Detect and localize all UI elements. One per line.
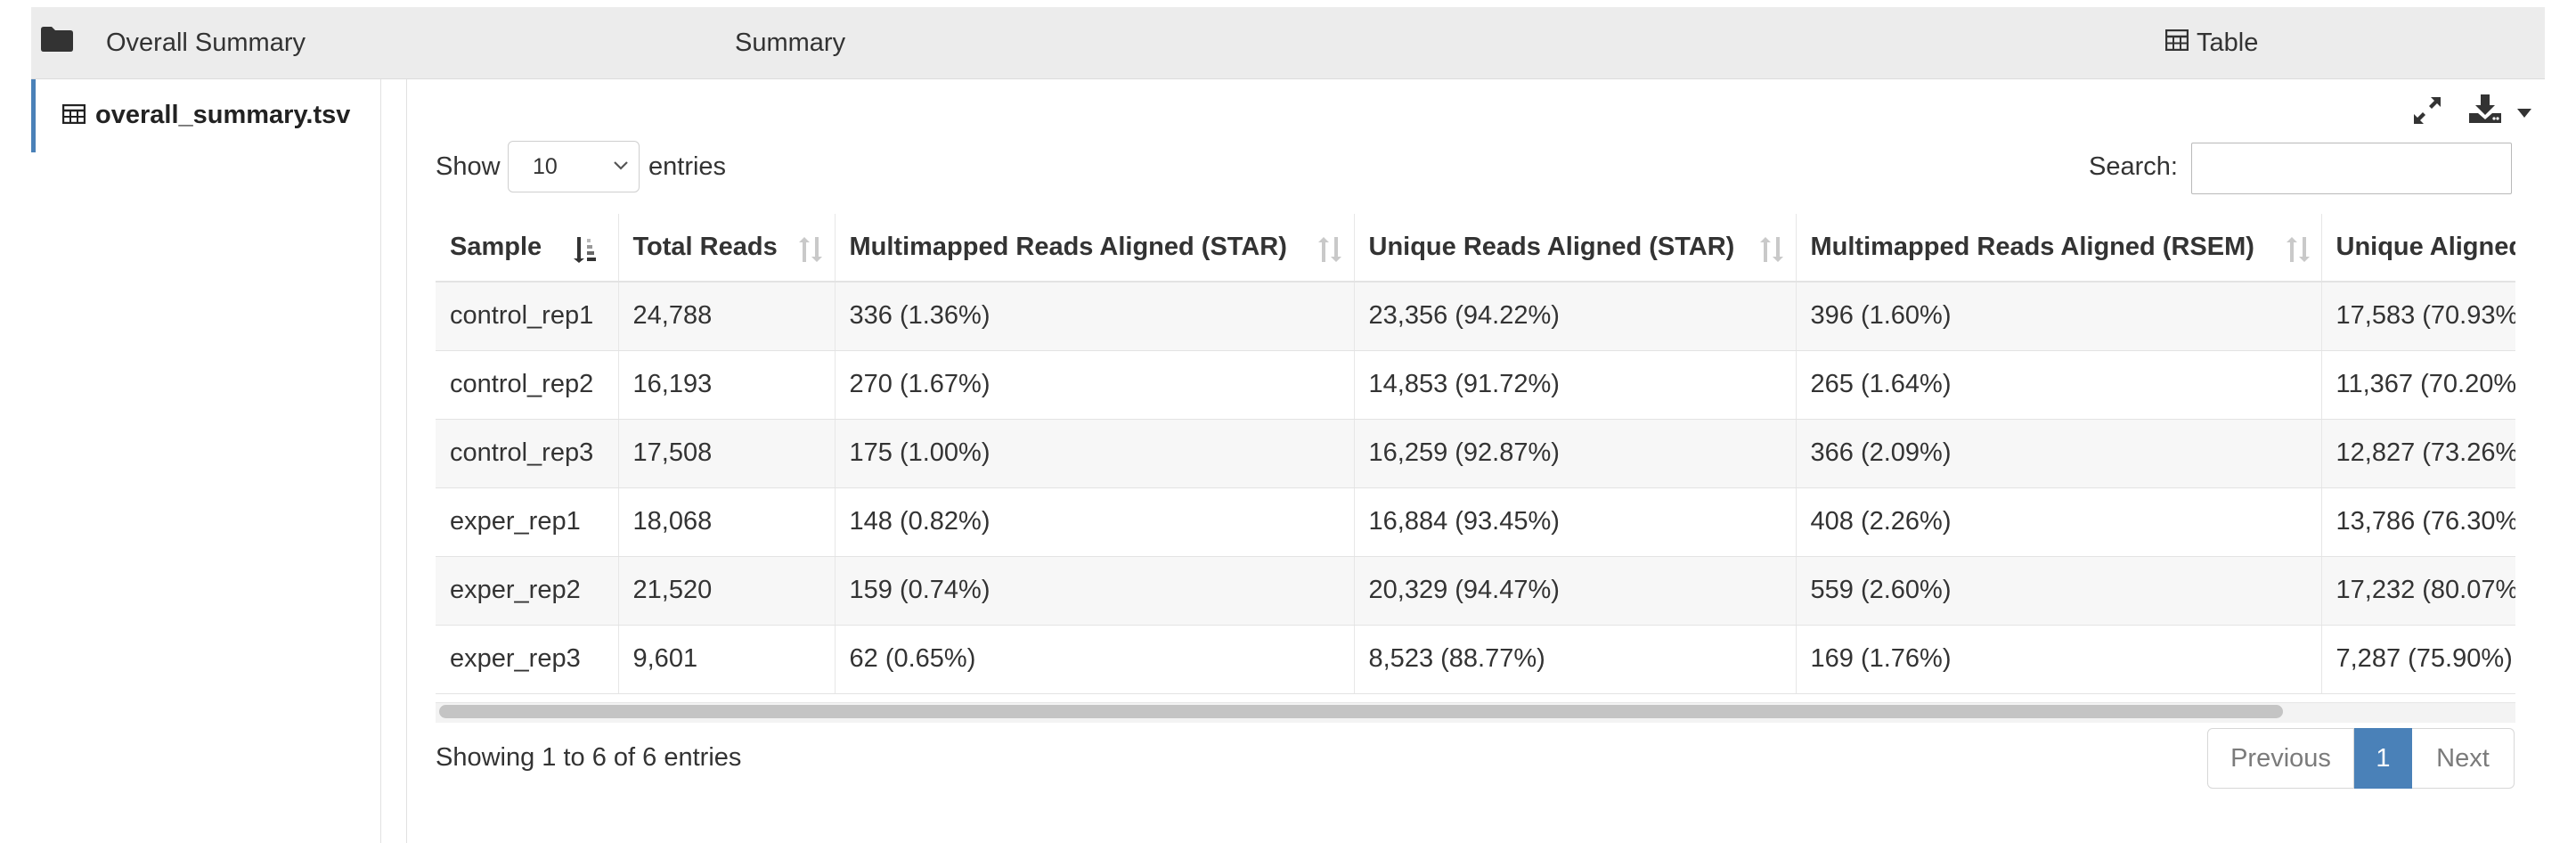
- data-table-wrapper: Sample Total Reads: [436, 214, 2515, 702]
- page-length-select[interactable]: [508, 141, 640, 192]
- sort-icon[interactable]: [1759, 235, 1786, 264]
- table-info: Showing 1 to 6 of 6 entries: [436, 743, 742, 772]
- cell-unique-star: 16,884 (93.45%): [1354, 487, 1797, 557]
- column-header-multimapped-star[interactable]: Multimapped Reads Aligned (STAR): [835, 214, 1355, 282]
- column-header-sample[interactable]: Sample: [436, 214, 619, 282]
- column-header-label: Unique Aligned: [2336, 233, 2516, 261]
- table-row: exper_rep2 21,520 159 (0.74%) 20,329 (94…: [436, 556, 2515, 626]
- cell-unique-star: 23,356 (94.22%): [1354, 282, 1797, 351]
- cell-total-reads: 17,508: [618, 419, 836, 488]
- search-input[interactable]: [2191, 143, 2512, 194]
- cell-multimapped-rsem: 559 (2.60%): [1796, 556, 2322, 626]
- column-header-label: Sample: [450, 233, 542, 261]
- cell-sample: control_rep1: [436, 282, 619, 351]
- sort-icon[interactable]: [2286, 235, 2312, 264]
- column-header-label: Total Reads: [632, 233, 778, 261]
- cell-total-reads: 9,601: [618, 625, 836, 694]
- cell-unique-star: 14,853 (91.72%): [1354, 350, 1797, 420]
- column-header-unique-aligned[interactable]: Unique Aligned: [2321, 214, 2515, 282]
- summary-table: Sample Total Reads: [436, 214, 2515, 694]
- view-title: Summary: [735, 29, 846, 57]
- column-header-unique-star[interactable]: Unique Reads Aligned (STAR): [1354, 214, 1797, 282]
- table-row: exper_rep3 9,601 62 (0.65%) 8,523 (88.77…: [436, 625, 2515, 694]
- cell-multimapped-rsem: 265 (1.64%): [1796, 350, 2322, 420]
- cell-sample: exper_rep2: [436, 556, 619, 626]
- section-title: Overall Summary: [106, 29, 306, 57]
- previous-page-button[interactable]: Previous: [2207, 728, 2354, 789]
- page-1-button[interactable]: 1: [2354, 728, 2412, 789]
- chevron-down-icon: [614, 161, 628, 170]
- table-icon[interactable]: [2165, 29, 2189, 51]
- cell-unique-aligned: 13,786 (76.30%): [2321, 487, 2515, 557]
- cell-multimapped-rsem: 169 (1.76%): [1796, 625, 2322, 694]
- cell-multimapped-star: 336 (1.36%): [835, 282, 1355, 351]
- cell-multimapped-rsem: 366 (2.09%): [1796, 419, 2322, 488]
- cell-sample: exper_rep3: [436, 625, 619, 694]
- cell-multimapped-rsem: 396 (1.60%): [1796, 282, 2322, 351]
- table-tab-label[interactable]: Table: [2197, 29, 2259, 57]
- cell-multimapped-star: 62 (0.65%): [835, 625, 1355, 694]
- sort-ascending-icon[interactable]: [571, 235, 598, 264]
- cell-unique-aligned: 17,583 (70.93%): [2321, 282, 2515, 351]
- table-row: exper_rep1 18,068 148 (0.82%) 16,884 (93…: [436, 487, 2515, 557]
- cell-multimapped-star: 148 (0.82%): [835, 487, 1355, 557]
- caret-down-icon[interactable]: [2517, 109, 2531, 118]
- table-row: control_rep2 16,193 270 (1.67%) 14,853 (…: [436, 350, 2515, 420]
- cell-total-reads: 24,788: [618, 282, 836, 351]
- cell-unique-aligned: 11,367 (70.20%): [2321, 350, 2515, 420]
- cell-multimapped-star: 175 (1.00%): [835, 419, 1355, 488]
- column-header-label: Unique Reads Aligned (STAR): [1368, 233, 1735, 261]
- cell-total-reads: 21,520: [618, 556, 836, 626]
- download-icon[interactable]: [2467, 93, 2503, 125]
- file-sidebar: [31, 79, 381, 843]
- show-label: Show: [436, 152, 501, 181]
- cell-sample: exper_rep1: [436, 487, 619, 557]
- search-label: Search:: [2089, 152, 2178, 181]
- cell-total-reads: 18,068: [618, 487, 836, 557]
- sort-icon[interactable]: [798, 235, 825, 264]
- cell-total-reads: 16,193: [618, 350, 836, 420]
- folder-icon: [41, 27, 73, 52]
- sort-icon[interactable]: [1317, 235, 1344, 264]
- panel-divider: [406, 79, 407, 843]
- top-header-bar: [31, 7, 2545, 79]
- column-header-total-reads[interactable]: Total Reads: [618, 214, 836, 282]
- next-page-button[interactable]: Next: [2412, 728, 2515, 789]
- active-item-indicator: [31, 79, 36, 152]
- column-header-multimapped-rsem[interactable]: Multimapped Reads Aligned (RSEM): [1796, 214, 2322, 282]
- cell-multimapped-star: 159 (0.74%): [835, 556, 1355, 626]
- cell-unique-star: 20,329 (94.47%): [1354, 556, 1797, 626]
- cell-unique-aligned: 17,232 (80.07%): [2321, 556, 2515, 626]
- cell-multimapped-rsem: 408 (2.26%): [1796, 487, 2322, 557]
- table-row: control_rep1 24,788 336 (1.36%) 23,356 (…: [436, 282, 2515, 351]
- cell-unique-aligned: 7,287 (75.90%): [2321, 625, 2515, 694]
- expand-icon[interactable]: [2411, 94, 2443, 127]
- cell-sample: control_rep3: [436, 419, 619, 488]
- sidebar-item-label[interactable]: overall_summary.tsv: [95, 101, 351, 129]
- table-icon: [62, 104, 86, 124]
- column-header-label: Multimapped Reads Aligned (STAR): [849, 233, 1287, 261]
- column-header-label: Multimapped Reads Aligned (RSEM): [1810, 233, 2254, 261]
- table-header-row: Sample Total Reads: [436, 214, 2515, 282]
- table-row: control_rep3 17,508 175 (1.00%) 16,259 (…: [436, 419, 2515, 488]
- cell-unique-star: 8,523 (88.77%): [1354, 625, 1797, 694]
- entries-label: entries: [648, 152, 727, 181]
- cell-unique-star: 16,259 (92.87%): [1354, 419, 1797, 488]
- cell-sample: control_rep2: [436, 350, 619, 420]
- cell-unique-aligned: 12,827 (73.26%): [2321, 419, 2515, 488]
- cell-multimapped-star: 270 (1.67%): [835, 350, 1355, 420]
- scrollbar-thumb[interactable]: [439, 705, 2283, 718]
- page-length-value: 10: [533, 154, 558, 179]
